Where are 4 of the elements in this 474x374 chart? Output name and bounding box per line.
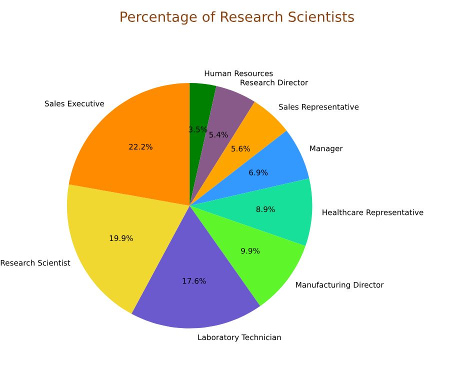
- pie-slice: [68, 83, 190, 206]
- pie-slice: [190, 130, 310, 206]
- chart-title: Percentage of Research Scientists: [120, 11, 354, 25]
- pie-slice: [190, 178, 312, 246]
